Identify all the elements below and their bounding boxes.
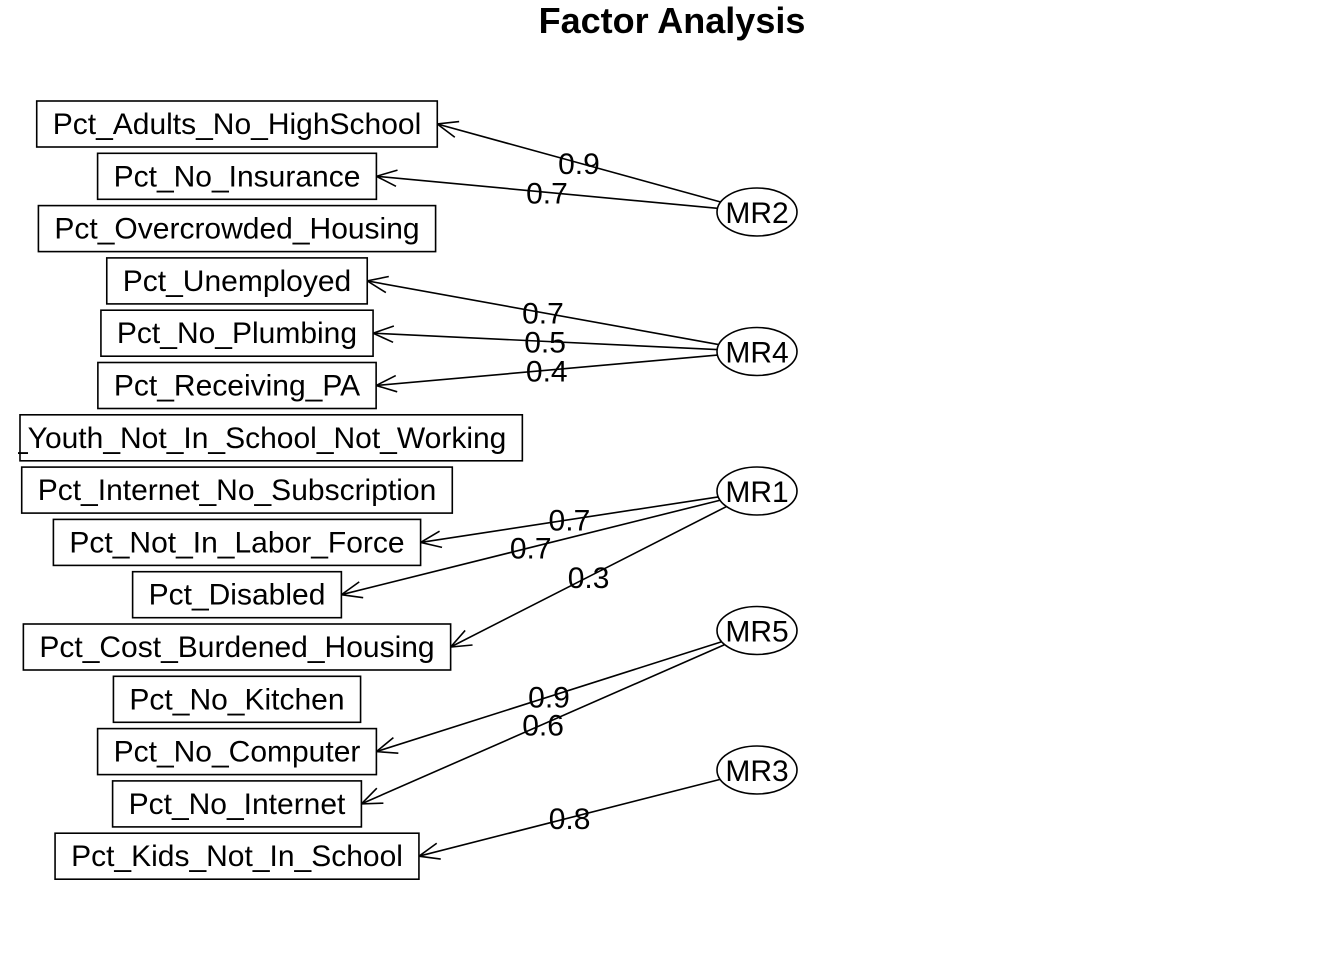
variable-box-pct-not-in-labor-force — [52, 518, 422, 567]
variable-label-pct-kids-not-in-school: Pct_Kids_Not_In_School — [71, 840, 403, 873]
factor-node-mr3 — [716, 745, 798, 795]
variable-label-pct-no-kitchen: Pct_No_Kitchen — [129, 683, 344, 716]
loading-edges — [339, 120, 727, 860]
variable-box-pct-no-insurance — [96, 152, 378, 201]
loading-edge-mr5-pct-no-computer — [376, 640, 722, 753]
loading-value-mr2-pct-adults-no-highschool: 0.9 — [558, 148, 600, 181]
variable-box-pct-no-internet — [111, 780, 363, 828]
loading-edge-mr4-pct-receiving-pa — [376, 354, 718, 387]
loading-edge-mr2-pct-adults-no-highschool — [437, 123, 721, 203]
variable-box-pct-cost-burdened-housing — [22, 623, 452, 671]
loading-edge-mr1-pct-not-in-labor-force — [420, 496, 719, 544]
factor-label-mr4: MR4 — [725, 337, 788, 370]
loading-value-mr4-pct-receiving-pa: 0.4 — [526, 355, 568, 388]
factor-label-mr3: MR3 — [725, 755, 788, 788]
loading-edge-mr1-pct-disabled — [341, 499, 721, 596]
variable-box-pct-no-plumbing — [100, 309, 374, 358]
factor-label-mr1: MR1 — [725, 476, 788, 509]
factor-node-mr1 — [716, 466, 798, 516]
loading-value-mr4-pct-no-plumbing: 0.5 — [524, 326, 566, 359]
latent-factors: MR2 MR4 MR1 MR5 MR3 — [716, 187, 798, 795]
loading-value-mr5-pct-no-internet: 0.6 — [522, 709, 564, 742]
loading-edge-mr2-pct-no-insurance — [376, 175, 718, 210]
variable-label-pct-not-in-labor-force: Pct_Not_In_Labor_Force — [69, 526, 404, 559]
variable-box-pct-kids-not-in-school — [54, 832, 420, 881]
loading-value-mr2-pct-no-insurance: 0.7 — [526, 177, 568, 210]
variable-label-pct-no-internet: Pct_No_Internet — [129, 788, 346, 821]
variable-label-pct-disabled: Pct_Disabled — [149, 579, 326, 612]
loading-value-mr1-pct-disabled: 0.7 — [510, 532, 552, 565]
variable-label-pct-no-insurance: Pct_No_Insurance — [114, 160, 361, 193]
variable-box-pct-internet-no-subscription — [20, 466, 454, 514]
variable-label-pct-adults-no-highschool: Pct_Adults_No_HighSchool — [53, 108, 422, 141]
variable-box-pct-unemployed — [105, 257, 369, 305]
loading-labels: 0.90.70.70.50.40.70.70.30.90.60.8 — [510, 148, 610, 836]
loading-value-mr3-pct-kids-not-in-school: 0.8 — [549, 803, 591, 836]
variable-box-pct-receiving-pa — [97, 361, 377, 410]
variable-label-pct-youth-not-in-school-not-working: Pct_Youth_Not_In_School_Not_Working — [0, 422, 506, 455]
variable-box-pct-overcrowded-housing — [37, 204, 437, 253]
loading-edge-mr1-pct-cost-burdened-housing — [450, 505, 727, 648]
diagram-title: Factor Analysis — [539, 0, 806, 41]
variable-box-pct-no-computer — [96, 727, 378, 776]
loading-edge-mr4-pct-no-plumbing — [373, 332, 718, 351]
variable-label-pct-no-plumbing: Pct_No_Plumbing — [117, 317, 357, 350]
loading-value-mr1-pct-cost-burdened-housing: 0.3 — [568, 562, 610, 595]
factor-node-mr5 — [716, 605, 798, 656]
variable-label-pct-overcrowded-housing: Pct_Overcrowded_Housing — [54, 213, 419, 246]
variable-box-pct-no-kitchen — [112, 675, 362, 724]
loading-value-mr4-pct-unemployed: 0.7 — [522, 298, 564, 331]
variable-label-pct-receiving-pa: Pct_Receiving_PA — [114, 370, 360, 403]
factor-label-mr2: MR2 — [725, 197, 788, 230]
observed-variables: Pct_Adults_No_HighSchool Pct_No_Insurance… — [0, 100, 524, 881]
variable-box-pct-adults-no-highschool — [35, 100, 439, 148]
variable-box-pct-disabled — [131, 570, 343, 619]
loading-edge-mr5-pct-no-internet — [361, 643, 726, 805]
loading-value-mr5-pct-no-computer: 0.9 — [528, 682, 570, 715]
variable-label-pct-no-computer: Pct_No_Computer — [114, 736, 361, 769]
variable-label-pct-internet-no-subscription: Pct_Internet_No_Subscription — [38, 474, 437, 507]
variable-box-pct-youth-not-in-school-not-working — [19, 413, 524, 462]
variable-label-pct-cost-burdened-housing: Pct_Cost_Burdened_Housing — [39, 631, 434, 664]
factor-label-mr5: MR5 — [725, 616, 788, 649]
factor-node-mr4 — [716, 326, 798, 377]
loading-value-mr1-pct-not-in-labor-force: 0.7 — [549, 505, 591, 538]
loading-edge-mr3-pct-kids-not-in-school — [418, 778, 721, 857]
factor-node-mr2 — [716, 187, 798, 237]
loading-edge-mr4-pct-unemployed — [367, 280, 719, 346]
variable-label-pct-unemployed: Pct_Unemployed — [123, 265, 351, 298]
